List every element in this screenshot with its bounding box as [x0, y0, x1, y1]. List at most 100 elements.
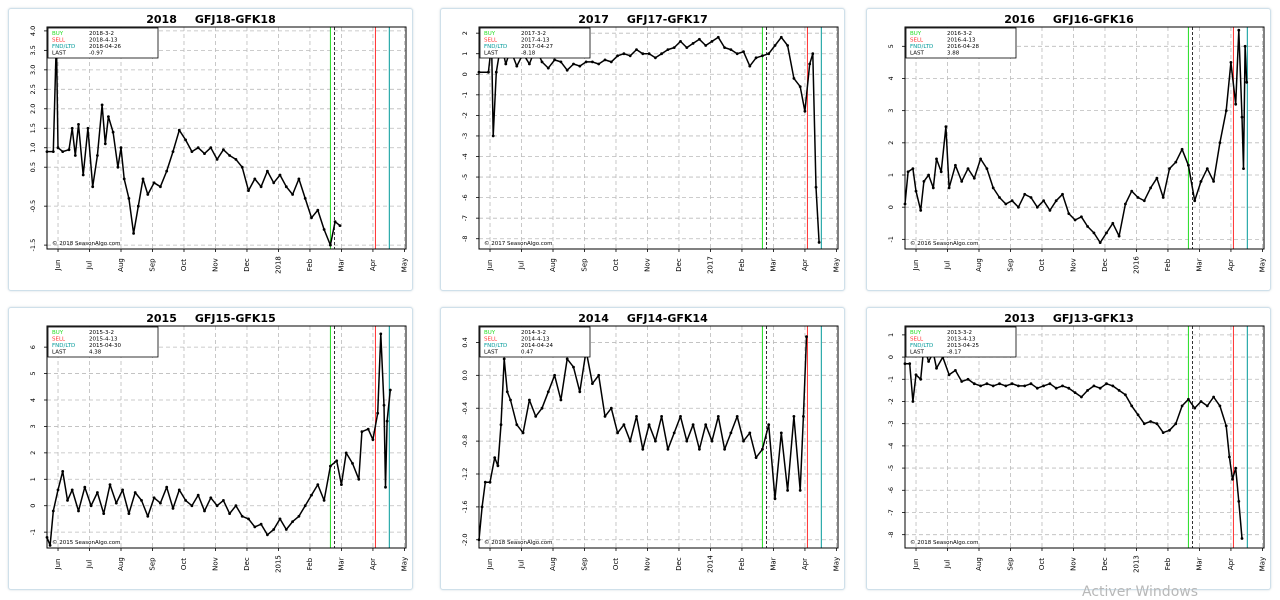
series-line [478, 336, 808, 540]
data-point [272, 528, 276, 531]
y-tick-label: 1.0 [29, 143, 37, 153]
chart-2014: 2014 GFJ14-GFK14 0.4 0.0 -0.4 -0.8 -1.2 -1.6 -2.… [461, 312, 840, 573]
data-point [70, 126, 74, 130]
data-point [385, 419, 389, 423]
data-point [127, 512, 131, 515]
data-point [103, 142, 107, 146]
legend-buy-label: BUY [484, 31, 496, 37]
chart-title-contract: GFJ16-GFK16 [1053, 13, 1134, 26]
data-point [1212, 395, 1215, 399]
y-tick-label: 0.0 [461, 370, 469, 380]
plot-area [479, 326, 838, 548]
legend-buy-value: 2017-3-2 [521, 31, 546, 37]
plot-frame [478, 26, 839, 250]
data-point [132, 232, 135, 235]
legend-box [905, 326, 1017, 358]
legend-last-value: 0.47 [521, 350, 534, 356]
x-tick-label: Nov [1069, 258, 1077, 272]
data-point [190, 504, 194, 508]
data-point [729, 48, 733, 51]
legend-last-value: 4.38 [89, 350, 102, 356]
chart-title-contract: GFJ14-GFK14 [627, 312, 708, 325]
data-point [798, 85, 802, 88]
data-point [660, 415, 663, 418]
data-point [1048, 382, 1052, 386]
y-tick-label: 2 [887, 141, 895, 145]
y-tick-label: -8 [887, 531, 895, 537]
data-point [972, 382, 976, 386]
data-point [284, 185, 288, 189]
data-point [540, 406, 544, 410]
data-point [1224, 109, 1228, 113]
data-point [487, 70, 490, 74]
x-tick-label: Feb [306, 557, 314, 570]
legend-last-label: LAST [52, 51, 66, 57]
x-tick-label: Jul [944, 261, 952, 271]
data-point [716, 415, 720, 418]
data-point [56, 488, 60, 492]
series-line [47, 37, 341, 246]
data-point [177, 488, 181, 492]
data-point [1017, 384, 1020, 388]
data-point [597, 373, 601, 377]
data-point [565, 357, 569, 361]
legend-last-value: -0.97 [89, 51, 104, 57]
x-tick-label: Nov [211, 557, 219, 571]
data-point [480, 505, 484, 509]
data-point [91, 185, 95, 189]
x-tick-label: Nov [1069, 557, 1077, 571]
data-point [136, 204, 140, 208]
data-point [654, 56, 657, 60]
chart-title: 2013 GFJ13-GFK13 [1004, 312, 1134, 325]
data-point [81, 173, 85, 177]
plot-area [479, 27, 838, 249]
y-tick-label: -1.5 [29, 239, 37, 252]
x-tick-label: Nov [643, 258, 651, 272]
data-point [196, 146, 200, 150]
data-point [284, 528, 288, 531]
x-tick-label: Aug [549, 258, 557, 272]
data-point [679, 415, 682, 418]
x-tick-label: Dec [675, 258, 683, 272]
x-tick-label: May [400, 258, 408, 272]
data-point [754, 56, 758, 60]
data-point [779, 431, 783, 435]
x-tick-label: Apr [369, 558, 377, 570]
data-point [335, 459, 339, 463]
data-point [1067, 212, 1071, 216]
data-point [379, 332, 383, 336]
data-point [985, 382, 989, 386]
data-point [572, 365, 575, 369]
data-point [798, 489, 802, 492]
data-point [935, 366, 938, 370]
data-point [159, 501, 162, 505]
data-point [761, 447, 764, 451]
data-point [685, 46, 689, 49]
x-tick-label: Jul [86, 261, 94, 271]
chart-card-2017: 2017 GFJ17-GFK17 2 1 0 -1 -2 -3 -4 -5 -6 -7 -8 Jun Jul… [440, 8, 845, 291]
y-tick-label: 1 [29, 477, 37, 481]
legend-fnd-label: FND/LTD [52, 343, 75, 349]
y-tick-label: 4.0 [29, 26, 37, 36]
chart-2016: 2016 GFJ16-GFK16 5 4 3 2 1 0 -1 Jun Jul Aug Sep Oct No… [887, 13, 1266, 274]
chart-title-year: 2015 [146, 312, 177, 325]
y-tick-label: 3 [887, 109, 895, 113]
data-point [77, 509, 80, 513]
legend-sell-label: SELL [910, 337, 924, 343]
y-tick-label: -2.0 [461, 533, 469, 546]
data-point [947, 186, 951, 190]
x-tick-label: Nov [211, 258, 219, 272]
x-tick-label: Aug [117, 258, 125, 272]
x-tick-label: Mar [1195, 557, 1203, 570]
data-point [603, 415, 607, 418]
data-point [278, 517, 282, 521]
data-point [496, 464, 500, 468]
data-point [591, 60, 594, 64]
y-tick-label: -5 [461, 174, 469, 180]
x-tick-label: Mar [769, 258, 777, 271]
data-point [152, 181, 156, 185]
x-tick-label: 2017 [706, 256, 714, 274]
data-point [1243, 44, 1247, 48]
data-point [297, 177, 301, 181]
data-point [911, 167, 915, 171]
